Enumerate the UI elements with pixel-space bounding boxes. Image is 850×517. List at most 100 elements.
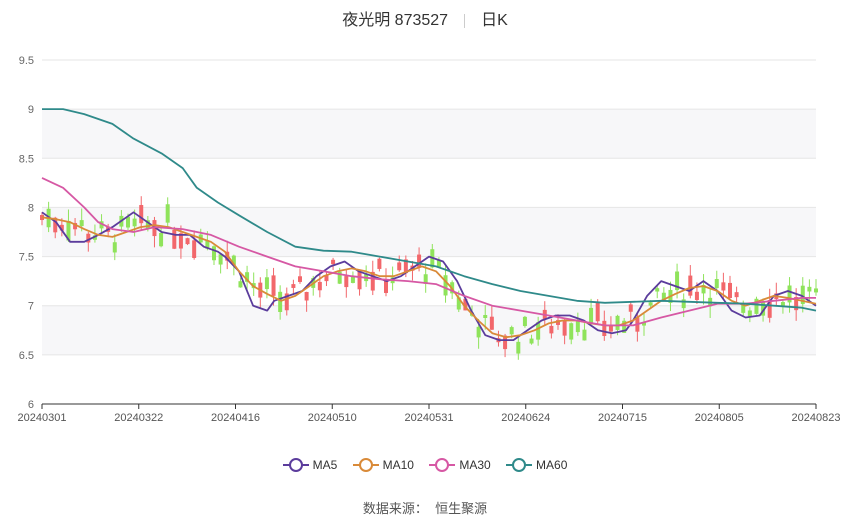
candle-down xyxy=(741,303,746,313)
legend-label-ma10: MA10 xyxy=(382,458,414,472)
candle-up xyxy=(172,229,177,249)
candle-up xyxy=(397,262,402,271)
candle-up xyxy=(192,240,197,258)
candle-up xyxy=(178,233,183,249)
candle-up xyxy=(562,320,567,336)
candle-down xyxy=(522,316,527,327)
candle-down xyxy=(337,271,342,284)
candle-down xyxy=(681,299,686,309)
candle-up xyxy=(139,205,144,224)
legend-item-ma10[interactable]: MA10 xyxy=(352,458,414,472)
candle-down xyxy=(516,341,521,354)
legend-item-ma30[interactable]: MA30 xyxy=(429,458,491,472)
candle-up xyxy=(417,254,422,267)
candle-down xyxy=(787,285,792,303)
candle-up xyxy=(304,291,309,301)
candle-up xyxy=(370,271,375,291)
candle-down xyxy=(655,288,660,292)
grid-band xyxy=(42,305,816,355)
candle-down xyxy=(529,338,534,344)
candle-down xyxy=(436,259,441,268)
y-tick-label: 7 xyxy=(28,301,34,313)
x-tick-label: 20240805 xyxy=(695,412,744,424)
candle-down xyxy=(589,307,594,324)
candle-down xyxy=(622,320,627,333)
candle-down xyxy=(443,275,448,296)
candle-up xyxy=(595,301,600,322)
legend-marker-ma5 xyxy=(282,458,309,472)
candle-up xyxy=(489,316,494,330)
candle-up xyxy=(377,258,382,269)
y-tick-label: 6.5 xyxy=(19,350,34,362)
y-tick-label: 9.5 xyxy=(19,55,34,67)
grid-band xyxy=(42,109,816,159)
y-tick-label: 8.5 xyxy=(19,153,34,165)
chart-title: 夜光明 873527 日K xyxy=(0,6,850,30)
x-tick-label: 20240416 xyxy=(211,412,260,424)
candle-up xyxy=(59,224,64,231)
candle-up xyxy=(556,320,560,325)
title-separator xyxy=(464,13,466,28)
candle-up xyxy=(357,271,362,290)
candle-down xyxy=(264,277,269,290)
x-tick-label: 20240624 xyxy=(501,412,550,424)
candle-down xyxy=(126,216,130,228)
candle-down xyxy=(582,329,587,341)
candle-down xyxy=(701,284,706,294)
candle-down xyxy=(714,279,719,289)
candle-down xyxy=(145,220,150,229)
candle-up xyxy=(734,292,739,298)
candle-down xyxy=(212,246,216,261)
x-tick-label: 20240531 xyxy=(405,412,454,424)
candle-down xyxy=(807,286,812,292)
source-label: 数据来源： xyxy=(362,501,428,516)
candle-down xyxy=(278,291,283,312)
candle-up xyxy=(271,275,276,296)
candle-down xyxy=(536,322,541,340)
candle-down xyxy=(675,271,680,291)
candle-down xyxy=(648,302,653,306)
candle-down xyxy=(423,274,428,284)
candle-up xyxy=(794,297,799,311)
candle-down xyxy=(569,323,574,340)
candle-down xyxy=(814,288,818,293)
candle-down xyxy=(238,281,243,288)
x-tick-label: 20240715 xyxy=(598,412,647,424)
candle-down xyxy=(754,298,759,314)
legend-marker-ma60 xyxy=(506,458,533,472)
y-tick-label: 8 xyxy=(28,202,34,214)
candle-down xyxy=(800,285,805,305)
data-source: 数据来源： 恒生聚源 xyxy=(0,498,850,517)
candle-down xyxy=(66,220,71,241)
series-line-ma30 xyxy=(41,177,816,327)
candle-up xyxy=(549,325,554,334)
y-tick-label: 6 xyxy=(28,399,34,411)
period-label[interactable]: 日K xyxy=(481,12,508,29)
legend: MA5 MA10 MA30 MA60 xyxy=(0,458,850,475)
legend-marker-ma30 xyxy=(429,458,456,472)
candle-up xyxy=(463,298,468,311)
candle-up xyxy=(767,300,772,318)
candle-down xyxy=(231,255,236,265)
legend-label-ma5: MA5 xyxy=(312,458,338,472)
candle-down xyxy=(205,240,210,249)
candle-up xyxy=(324,275,329,282)
x-tick-label: 20240322 xyxy=(114,412,163,424)
legend-item-ma5[interactable]: MA5 xyxy=(282,458,338,472)
candle-down xyxy=(747,310,752,317)
candle-up xyxy=(73,222,78,230)
legend-item-ma60[interactable]: MA60 xyxy=(506,458,567,472)
stock-title: 夜光明 873527 xyxy=(342,12,449,29)
candle-up xyxy=(384,279,388,293)
candle-up xyxy=(688,275,693,296)
candle-up xyxy=(317,281,322,291)
candle-down xyxy=(165,204,170,223)
x-tick-label: 20240823 xyxy=(792,412,841,424)
candle-up xyxy=(291,284,296,288)
candle-down xyxy=(780,302,785,307)
grid-band xyxy=(42,207,816,257)
candle-down xyxy=(661,292,666,301)
candle-down xyxy=(350,276,355,283)
legend-label-ma30: MA30 xyxy=(459,458,491,472)
y-tick-label: 9 xyxy=(28,104,34,116)
